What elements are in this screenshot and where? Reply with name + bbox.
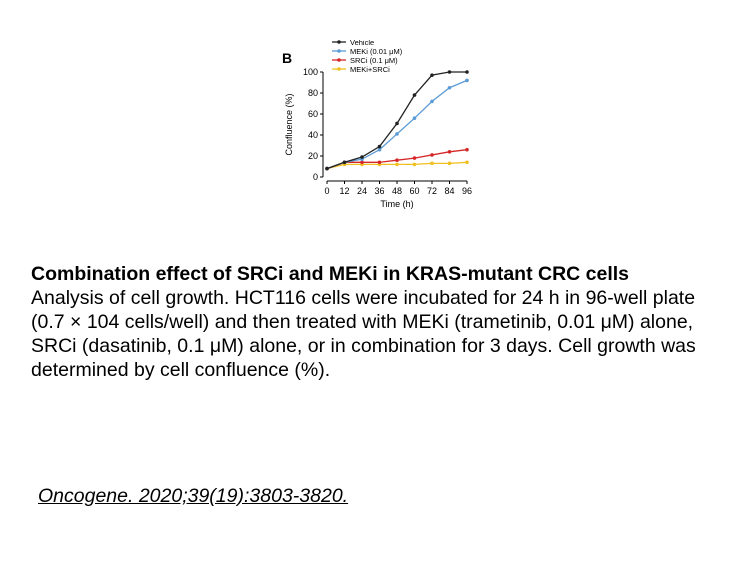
x-tick-label: 0: [324, 186, 329, 196]
x-tick-label: 96: [462, 186, 472, 196]
data-point: [395, 121, 399, 126]
data-point: [430, 99, 434, 104]
data-point: [377, 147, 382, 152]
x-tick-label: 72: [427, 186, 437, 196]
data-point: [412, 162, 417, 167]
y-tick-label: 40: [308, 130, 318, 140]
x-tick-label: 24: [357, 186, 367, 196]
panel-label: B: [282, 50, 293, 66]
legend-entry: SRCi (0.1 μM): [350, 56, 398, 65]
data-point: [360, 160, 364, 165]
data-point: [360, 155, 364, 159]
legend-entry: MEKi+SRCi: [350, 65, 390, 74]
x-tick-label: 84: [444, 186, 454, 196]
legend-entry: MEKi (0.01 μM): [350, 47, 403, 56]
data-point: [325, 166, 329, 171]
data-point: [447, 70, 452, 74]
data-point: [465, 147, 469, 152]
caption-body: Analysis of cell growth. HCT116 cells we…: [31, 287, 696, 381]
data-point: [412, 93, 417, 97]
y-tick-label: 20: [308, 151, 318, 161]
x-tick-label: 36: [374, 186, 384, 196]
data-point: [430, 161, 434, 166]
legend-marker: [337, 58, 341, 62]
x-tick-label: 48: [392, 186, 402, 196]
figure-caption: Combination effect of SRCi and MEKi in K…: [31, 262, 731, 382]
y-tick-label: 0: [313, 172, 318, 182]
data-point: [447, 161, 452, 166]
citation-link[interactable]: Oncogene. 2020;39(19):3803-3820.: [38, 485, 349, 507]
data-point: [412, 156, 417, 160]
data-point: [412, 116, 417, 120]
data-point: [447, 85, 452, 90]
x-tick-label: 12: [339, 186, 349, 196]
data-point: [342, 160, 347, 165]
data-point: [447, 150, 452, 154]
data-point: [465, 70, 469, 74]
legend-marker: [337, 40, 341, 44]
series-line: [326, 71, 467, 170]
chart-axes: 0 20 40 60 80 100 0 12 24 36 48 60 72 84 96 Time (h) Con…: [284, 67, 472, 209]
y-axis-label: Confluence (%): [284, 93, 294, 155]
y-tick-label: 60: [308, 109, 318, 119]
y-tick-label: 100: [303, 67, 318, 77]
x-tick-label: 60: [409, 186, 419, 196]
data-point: [465, 160, 469, 165]
x-axis-label: Time (h): [380, 199, 413, 209]
data-point: [395, 132, 399, 136]
data-point: [377, 160, 382, 165]
data-point: [465, 78, 469, 83]
y-tick-label: 80: [308, 88, 318, 98]
legend-marker: [337, 49, 341, 53]
legend-marker: [337, 67, 341, 71]
confluence-line-chart: 0 20 40 60 80 100 0 12 24 36 48 60 72 84 96 Time (h) Con…: [284, 40, 472, 209]
legend-entry: Vehicle: [350, 40, 374, 47]
chart-series: [325, 70, 469, 171]
data-point: [395, 162, 399, 167]
data-point: [395, 158, 399, 162]
data-point: [430, 153, 434, 157]
data-point: [430, 73, 434, 77]
data-point: [377, 144, 382, 149]
caption-title: Combination effect of SRCi and MEKi in K…: [31, 263, 630, 285]
